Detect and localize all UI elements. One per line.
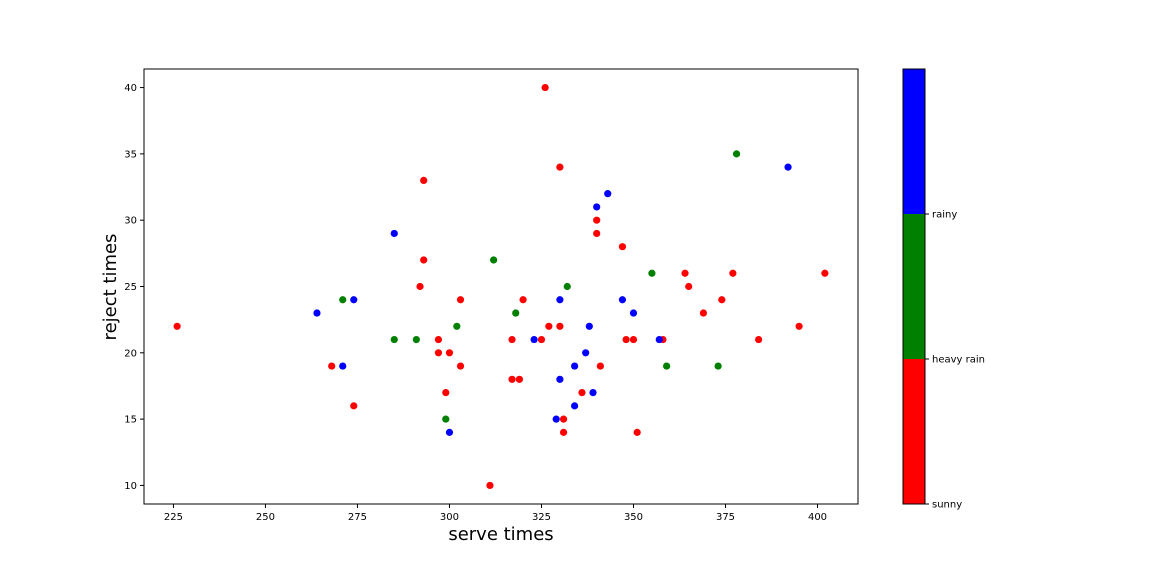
y-tick-label: 15 <box>124 415 137 426</box>
scatter-point <box>593 230 600 237</box>
scatter-point <box>796 323 803 330</box>
scatter-point <box>442 389 449 396</box>
scatter-point <box>391 336 398 343</box>
scatter-point <box>630 336 637 343</box>
scatter-point <box>538 336 545 343</box>
y-tick-label: 40 <box>124 83 137 94</box>
scatter-point <box>435 349 442 356</box>
scatter-point <box>457 362 464 369</box>
scatter-point <box>542 84 549 91</box>
scatter-point <box>313 309 320 316</box>
scatter-point <box>545 323 552 330</box>
x-tick-label: 250 <box>256 512 275 523</box>
colorbar-segment-heavy-rain <box>903 214 925 359</box>
scatter-point <box>516 376 523 383</box>
scatter-point <box>718 296 725 303</box>
y-tick-label: 25 <box>124 282 137 293</box>
scatter-point <box>656 336 663 343</box>
scatter-point <box>490 256 497 263</box>
scatter-point <box>486 482 493 489</box>
scatter-point <box>715 362 722 369</box>
scatter-point <box>623 336 630 343</box>
scatter-point <box>571 402 578 409</box>
scatter-point <box>420 256 427 263</box>
scatter-point <box>556 296 563 303</box>
x-axis-label: serve times <box>448 524 553 545</box>
scatter-point <box>391 230 398 237</box>
scatter-point <box>593 217 600 224</box>
scatter-point <box>174 323 181 330</box>
colorbar-segment-sunny <box>903 359 925 504</box>
scatter-point <box>663 362 670 369</box>
scatter-point <box>442 416 449 423</box>
scatter-point <box>416 283 423 290</box>
scatter-point <box>420 177 427 184</box>
scatter-point <box>784 164 791 171</box>
scatter-point <box>508 336 515 343</box>
scatter-point <box>556 376 563 383</box>
colorbar-tick-label: rainy <box>932 210 957 221</box>
scatter-point <box>586 323 593 330</box>
scatter-point <box>630 309 637 316</box>
scatter-point <box>560 416 567 423</box>
scatter-point <box>339 362 346 369</box>
scatter-point <box>457 296 464 303</box>
scatter-point <box>648 270 655 277</box>
scatter-point <box>729 270 736 277</box>
scatter-point <box>571 362 578 369</box>
y-tick-label: 20 <box>124 348 137 359</box>
x-tick-label: 400 <box>808 512 827 523</box>
scatter-point <box>582 349 589 356</box>
scatter-point <box>685 283 692 290</box>
scatter-point <box>597 362 604 369</box>
scatter-point <box>508 376 515 383</box>
scatter-point <box>700 309 707 316</box>
x-tick-label: 225 <box>164 512 183 523</box>
colorbar-tick-label: sunny <box>932 500 962 511</box>
scatter-point <box>556 323 563 330</box>
scatter-point <box>619 243 626 250</box>
y-axis-label: reject times <box>100 234 121 341</box>
scatter-point <box>446 349 453 356</box>
scatter-point <box>531 336 538 343</box>
colorbar-segment-rainy <box>903 69 925 214</box>
scatter-point <box>413 336 420 343</box>
colorbar-tick-label: heavy rain <box>932 355 985 366</box>
scatter-point <box>634 429 641 436</box>
scatter-point <box>556 164 563 171</box>
scatter-point <box>564 283 571 290</box>
scatter-point <box>593 203 600 210</box>
scatter-point <box>350 402 357 409</box>
y-tick-label: 35 <box>124 149 137 160</box>
x-tick-label: 325 <box>532 512 551 523</box>
scatter-point <box>821 270 828 277</box>
scatter-point <box>519 296 526 303</box>
scatter-point <box>681 270 688 277</box>
scatter-point <box>589 389 596 396</box>
scatter-point <box>512 309 519 316</box>
scatter-point <box>560 429 567 436</box>
scatter-point <box>446 429 453 436</box>
scatter-point <box>339 296 346 303</box>
scatter-point <box>435 336 442 343</box>
x-tick-label: 275 <box>348 512 367 523</box>
x-tick-label: 300 <box>440 512 459 523</box>
scatter-point <box>578 389 585 396</box>
scatter-point <box>553 416 560 423</box>
scatter-point <box>755 336 762 343</box>
y-tick-label: 30 <box>124 216 137 227</box>
x-tick-label: 375 <box>716 512 735 523</box>
scatter-point <box>619 296 626 303</box>
scatter-point <box>350 296 357 303</box>
y-tick-label: 10 <box>124 481 137 492</box>
scatter-point <box>733 150 740 157</box>
scatter-point <box>328 362 335 369</box>
scatter-point <box>604 190 611 197</box>
x-tick-label: 350 <box>624 512 643 523</box>
scatter-point <box>453 323 460 330</box>
